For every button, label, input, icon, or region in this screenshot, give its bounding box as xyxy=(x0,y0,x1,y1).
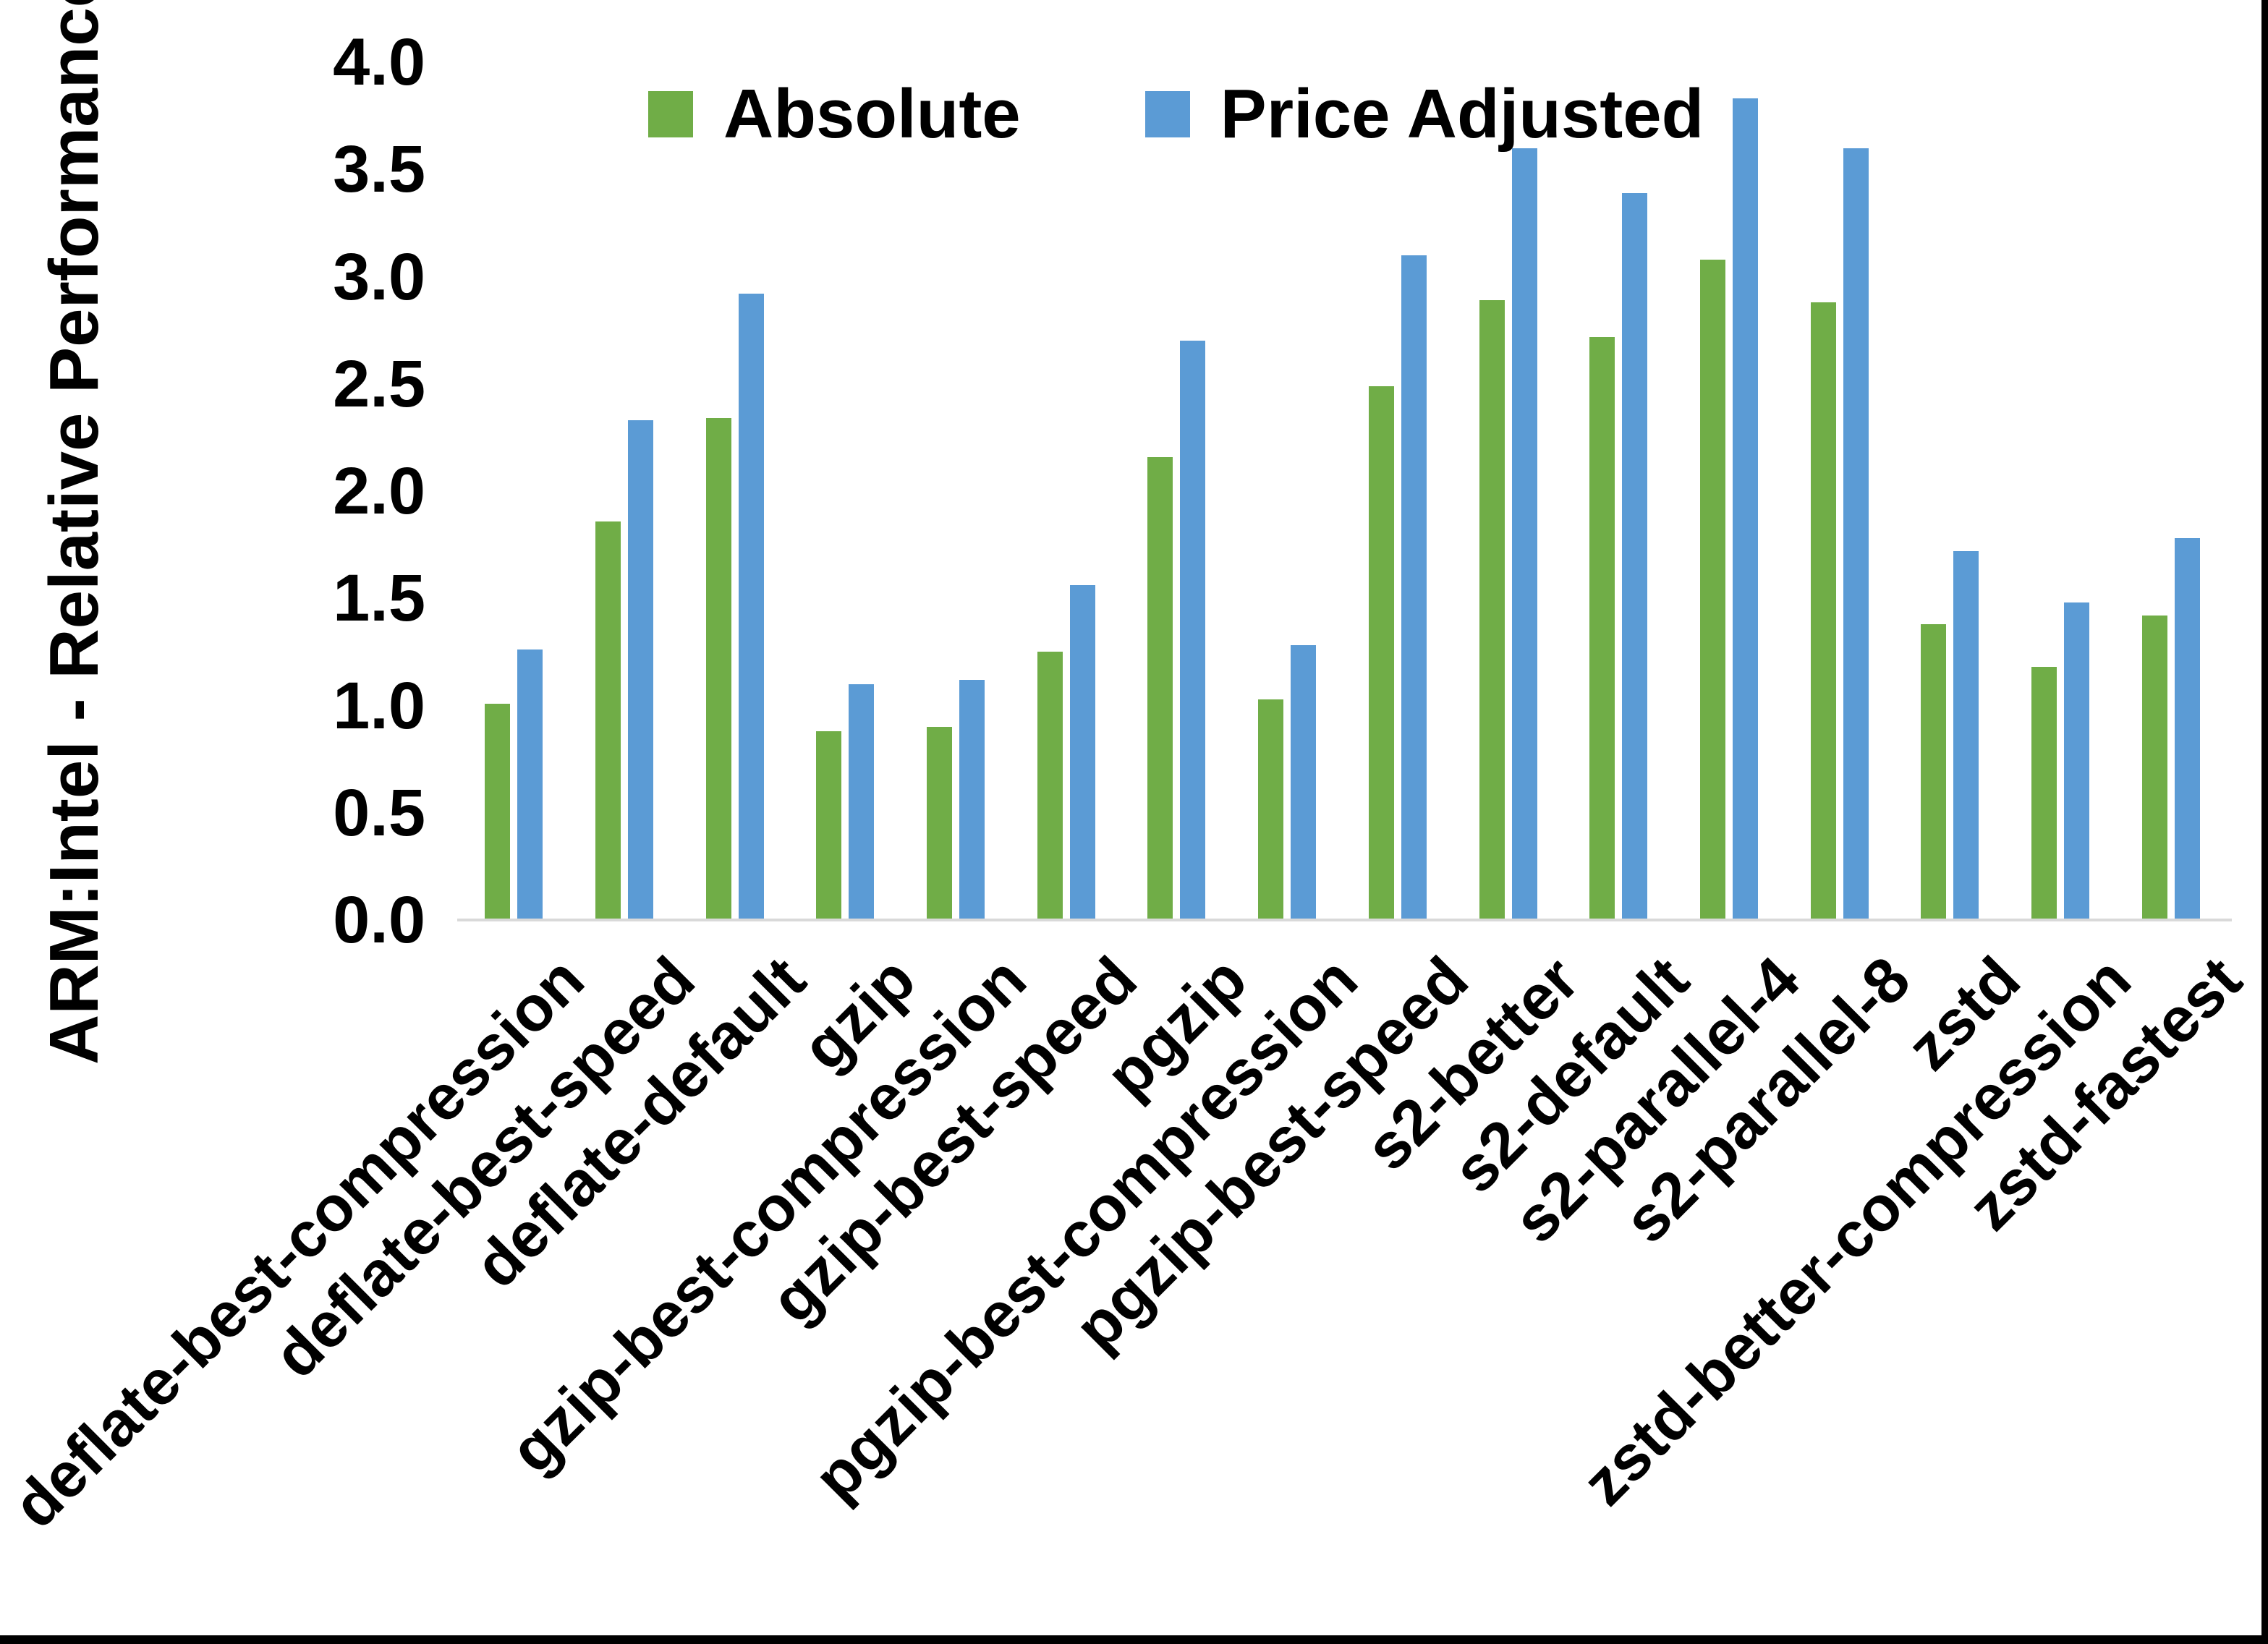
bar-price-adjusted-pgzip-best-speed xyxy=(1401,255,1427,920)
bar-absolute-s2-parallel-8 xyxy=(1810,302,1836,920)
bar-price-adjusted-deflate-best-speed xyxy=(628,420,654,920)
x-axis-line xyxy=(457,919,2232,921)
legend-item-absolute: Absolute xyxy=(648,80,1021,149)
y-tick-label: 1.0 xyxy=(333,668,425,743)
bar-absolute-zstd-fastest xyxy=(2141,616,2167,920)
legend-swatch-price-adjusted xyxy=(1144,91,1190,137)
bar-price-adjusted-zstd xyxy=(1953,551,1979,920)
bar-absolute-deflate-best-compression xyxy=(485,704,511,920)
legend-item-price-adjusted: Price Adjusted xyxy=(1144,75,1704,153)
bar-absolute-gzip-best-speed xyxy=(1037,652,1063,920)
bar-absolute-deflate-default xyxy=(705,418,731,920)
bar-absolute-gzip xyxy=(816,731,842,920)
bar-price-adjusted-pgzip-best-compression xyxy=(1291,645,1317,920)
y-tick-label: 3.0 xyxy=(333,239,425,314)
bar-price-adjusted-zstd-better-compression xyxy=(2063,602,2089,920)
bar-price-adjusted-deflate-best-compression xyxy=(517,649,543,920)
bar-absolute-pgzip-best-speed xyxy=(1368,386,1394,920)
y-axis-title: ARM:Intel - Relative Performance xyxy=(35,0,113,1065)
y-tick-label: 2.5 xyxy=(333,346,425,421)
y-tick-label: 1.5 xyxy=(333,561,425,636)
legend-label-price-adjusted: Price Adjusted xyxy=(1220,75,1704,153)
bar-price-adjusted-pgzip xyxy=(1180,341,1206,920)
y-tick-label: 4.0 xyxy=(333,25,425,99)
bar-absolute-s2-better xyxy=(1479,300,1505,920)
y-tick-label: 0.0 xyxy=(333,883,425,957)
bar-absolute-deflate-best-speed xyxy=(595,521,621,920)
bar-absolute-pgzip-best-compression xyxy=(1258,699,1284,920)
bar-absolute-gzip-best-compression xyxy=(927,727,953,920)
y-tick-label: 3.5 xyxy=(333,132,425,207)
bar-absolute-pgzip xyxy=(1147,457,1173,920)
bar-absolute-zstd xyxy=(1921,624,1947,920)
bar-absolute-s2-default xyxy=(1589,337,1615,920)
bar-price-adjusted-gzip xyxy=(849,684,875,920)
screenshot-bottom-border xyxy=(0,1635,2268,1644)
y-tick-label: 2.0 xyxy=(333,454,425,528)
legend-label-absolute: Absolute xyxy=(723,75,1021,153)
bar-price-adjusted-zstd-fastest xyxy=(2174,538,2200,920)
bar-price-adjusted-s2-parallel-8 xyxy=(1843,148,1869,920)
bar-price-adjusted-deflate-default xyxy=(738,294,764,920)
legend: Absolute Price Adjusted xyxy=(648,80,1704,149)
bar-price-adjusted-s2-parallel-4 xyxy=(1732,98,1758,920)
bar-absolute-zstd-better-compression xyxy=(2031,667,2057,920)
bar-absolute-s2-parallel-4 xyxy=(1699,260,1725,920)
legend-swatch-absolute xyxy=(648,91,693,137)
y-tick-label: 0.5 xyxy=(333,775,425,850)
bar-price-adjusted-gzip-best-compression xyxy=(959,680,985,920)
bar-price-adjusted-s2-default xyxy=(1622,193,1648,920)
bar-price-adjusted-s2-better xyxy=(1511,148,1537,920)
bar-price-adjusted-gzip-best-speed xyxy=(1069,585,1095,920)
screenshot-right-border xyxy=(2261,0,2268,1644)
